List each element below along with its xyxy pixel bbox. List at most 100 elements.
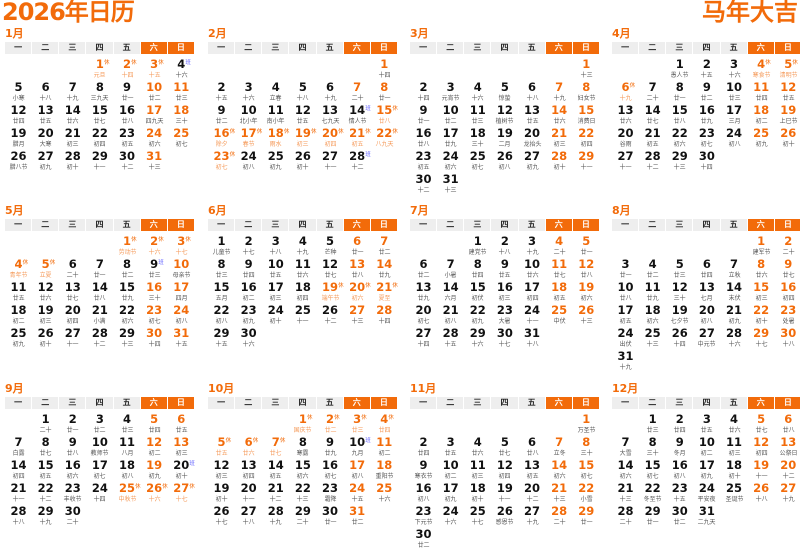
day-cell[interactable]: 1 十四 [371,55,398,79]
day-cell[interactable]: 12 廿八 [573,255,600,279]
day-cell[interactable]: 11 初三 [721,433,748,457]
day-cell[interactable]: 28 班十二 [344,147,371,171]
day-cell[interactable]: 8 廿六 [748,255,775,279]
day-cell[interactable]: 9 廿二 [208,101,235,125]
day-cell[interactable]: 28 二十 [546,502,573,526]
day-cell[interactable]: 9 廿四 [235,255,262,279]
day-cell[interactable]: 29 十五 [208,324,235,348]
day-cell[interactable]: 22 初八 [208,301,235,325]
day-cell[interactable]: 28 初十 [59,147,86,171]
day-cell[interactable]: 1 休国庆节 [289,410,316,434]
day-cell[interactable]: 21 小满 [86,301,113,325]
day-cell[interactable]: 27 休十七 [168,479,195,503]
day-cell[interactable]: 8 廿四 [464,255,491,279]
day-cell[interactable]: 31 廿二 [344,502,371,526]
day-cell[interactable]: 11 南小年 [262,101,289,125]
day-cell[interactable]: 16 廿九 [693,101,720,125]
day-cell[interactable]: 6 廿八 [775,410,800,434]
day-cell[interactable]: 7 大雪 [612,433,639,457]
day-cell[interactable]: 27 十八 [235,502,262,526]
day-cell[interactable]: 5 惊蛰 [491,78,518,102]
day-cell[interactable]: 30 十二 [114,147,141,171]
day-cell[interactable]: 16 初三 [491,278,518,302]
day-cell[interactable]: 7 十九 [546,78,573,102]
day-cell[interactable]: 3 十九 [519,232,546,256]
day-cell[interactable]: 8 寒露 [289,433,316,457]
day-cell[interactable]: 11 廿三 [464,101,491,125]
day-cell[interactable]: 24 初六 [437,147,464,171]
day-cell[interactable]: 25 十三 [639,324,666,348]
day-cell[interactable]: 20 大寒 [32,124,59,148]
day-cell[interactable]: 9 廿五 [491,255,518,279]
day-cell[interactable]: 3 休十五 [141,55,168,79]
day-cell[interactable]: 13 初四 [235,456,262,480]
day-cell[interactable]: 28 十二 [86,324,113,348]
day-cell[interactable]: 29 十一 [86,147,113,171]
day-cell[interactable]: 10 母亲节 [168,255,195,279]
day-cell[interactable]: 8 廿三 [208,255,235,279]
day-cell[interactable]: 15 廿八 [666,101,693,125]
day-cell[interactable]: 9 冬月 [666,433,693,457]
day-cell[interactable]: 28 十二 [639,147,666,171]
day-cell[interactable]: 1 廿三 [639,410,666,434]
day-cell[interactable]: 4 廿二 [639,255,666,279]
day-cell[interactable]: 19 十一 [491,479,518,503]
day-cell[interactable]: 26 十二 [317,301,344,325]
day-cell[interactable]: 26 初八 [491,147,518,171]
day-cell[interactable]: 15 初七 [639,456,666,480]
day-cell[interactable]: 29 十七 [748,324,775,348]
day-cell[interactable]: 31 十三 [141,147,168,171]
day-cell[interactable]: 23 初五 [410,147,437,171]
day-cell[interactable]: 25 十一 [289,301,316,325]
day-cell[interactable]: 1 儿童节 [208,232,235,256]
day-cell[interactable]: 11 廿九 [639,278,666,302]
day-cell[interactable]: 30 十六 [235,324,262,348]
day-cell[interactable]: 14 初四 [5,456,32,480]
day-cell[interactable]: 2 十五 [208,78,235,102]
day-cell[interactable]: 29 十三 [666,147,693,171]
day-cell[interactable]: 12 廿四 [5,101,32,125]
day-cell[interactable]: 7 廿一 [86,255,113,279]
day-cell[interactable]: 17 廿九 [437,124,464,148]
day-cell[interactable]: 5 芒种 [317,232,344,256]
day-cell[interactable]: 4 十九 [289,232,316,256]
day-cell[interactable]: 18 三十 [168,101,195,125]
day-cell[interactable]: 7 二十 [344,78,371,102]
day-cell[interactable]: 8 廿二 [114,255,141,279]
day-cell[interactable]: 17 初九 [437,479,464,503]
day-cell[interactable]: 18 初十 [464,479,491,503]
day-cell[interactable]: 27 十四 [410,324,437,348]
day-cell[interactable]: 5 廿四 [141,410,168,434]
day-cell[interactable]: 13 廿七 [59,278,86,302]
day-cell[interactable]: 31 十九 [612,347,639,371]
day-cell[interactable]: 12 初四 [491,456,518,480]
day-cell[interactable]: 25 初九 [5,324,32,348]
day-cell[interactable]: 3 休十七 [168,232,195,256]
day-cell[interactable]: 19 上巳节 [775,101,800,125]
day-cell[interactable]: 6 休廿六 [235,433,262,457]
day-cell[interactable]: 27 十一 [317,147,344,171]
day-cell[interactable]: 7 休廿七 [262,433,289,457]
day-cell[interactable]: 30 二十 [59,502,86,526]
day-cell[interactable]: 7 立冬 [546,433,573,457]
day-cell[interactable]: 2 十五 [693,55,720,79]
day-cell[interactable]: 2 十四 [410,78,437,102]
day-cell[interactable]: 18 初四 [289,278,316,302]
day-cell[interactable]: 11 初三 [464,456,491,480]
day-cell[interactable]: 2 休十四 [114,55,141,79]
day-cell[interactable]: 22 十三 [289,479,316,503]
day-cell[interactable]: 19 腊月 [5,124,32,148]
day-cell[interactable]: 24 十五 [344,479,371,503]
day-cell[interactable]: 11 廿七 [546,255,573,279]
day-cell[interactable]: 22 初四 [573,124,600,148]
day-cell[interactable]: 25 初九 [748,124,775,148]
day-cell[interactable]: 18 初十 [721,456,748,480]
day-cell[interactable]: 30 廿二 [666,502,693,526]
day-cell[interactable]: 26 初十 [289,147,316,171]
day-cell[interactable]: 14 廿九 [371,255,398,279]
day-cell[interactable]: 25 休中秋节 [114,479,141,503]
day-cell[interactable]: 16 三十 [141,278,168,302]
day-cell[interactable]: 21 十二 [262,479,289,503]
day-cell[interactable]: 15 初七 [573,456,600,480]
day-cell[interactable]: 10 廿二 [141,78,168,102]
